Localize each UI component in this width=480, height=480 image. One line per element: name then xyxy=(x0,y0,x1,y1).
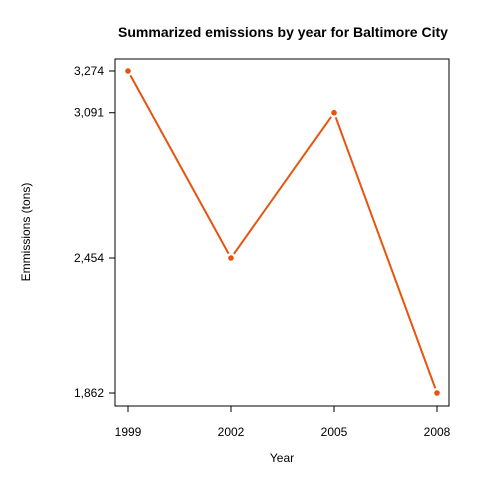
data-point xyxy=(434,390,440,396)
x-tick-label: 2008 xyxy=(424,425,451,439)
data-point xyxy=(125,68,131,74)
series-layer xyxy=(125,68,440,396)
series-line-segment xyxy=(334,117,437,389)
x-tick-label: 2005 xyxy=(321,425,348,439)
y-tick-label: 3,274 xyxy=(74,64,104,78)
y-tick-label: 3,091 xyxy=(74,106,104,120)
y-axis-title: Emmissions (tons) xyxy=(19,183,33,282)
x-axis: 1999 2002 2005 2008 xyxy=(115,405,451,439)
data-point xyxy=(331,109,337,116)
series-line-segment xyxy=(233,116,332,255)
y-tick-label: 1,862 xyxy=(74,386,104,400)
chart-title: Summarized emissions by year for Baltimo… xyxy=(118,24,448,40)
data-point xyxy=(228,255,234,261)
y-tick-label: 2,454 xyxy=(74,251,104,265)
x-axis-title: Year xyxy=(270,451,294,465)
series-line-segment xyxy=(129,74,230,255)
x-tick-label: 1999 xyxy=(115,425,142,439)
plot-frame xyxy=(114,58,450,407)
x-tick-label: 2002 xyxy=(218,425,245,439)
y-axis: 1,862 2,454 3,091 3,274 xyxy=(74,64,116,400)
